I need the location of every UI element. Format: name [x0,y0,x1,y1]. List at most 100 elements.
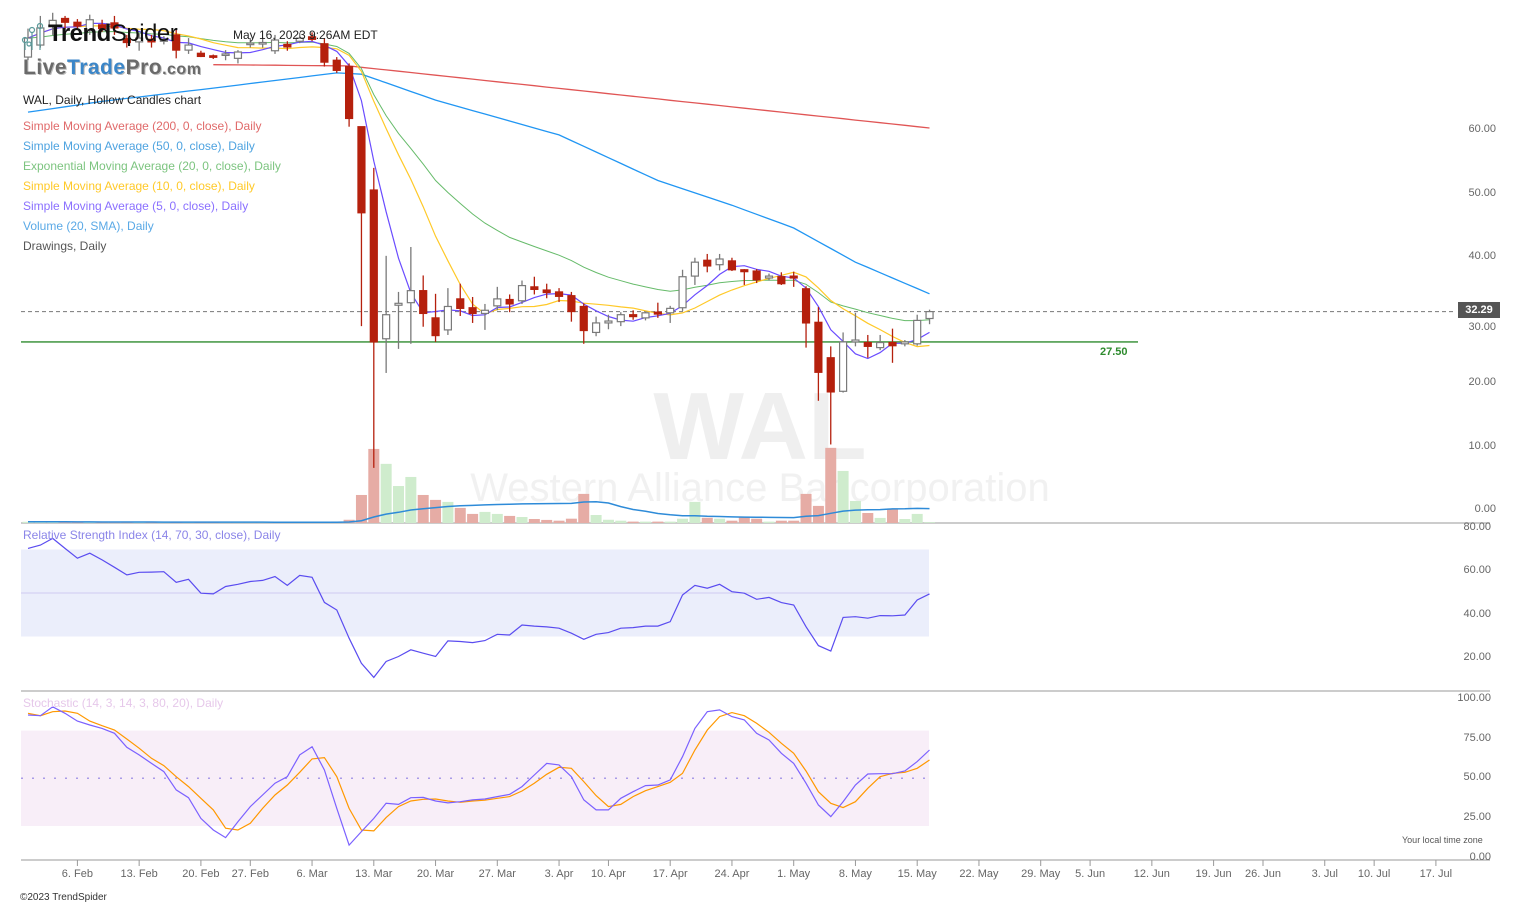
candle-body [357,126,366,214]
trendspider-tree-icon [21,22,44,50]
volume-bar [800,493,812,523]
candle-body [135,37,144,43]
legend-item[interactable]: Volume (20, SMA), Daily [23,219,154,233]
candle-body [110,22,119,29]
volume-bar [590,514,602,523]
x-axis-label: 5. Jun [1075,868,1106,880]
timezone-label[interactable]: Your local time zone [1402,835,1483,845]
candle-body [505,298,514,305]
candle [295,33,304,44]
candle-body [554,291,564,297]
watermark-company: Western Alliance Bancorporation [470,466,1050,510]
candle-body [172,34,181,51]
legend-item[interactable]: Simple Moving Average (200, 0, close), D… [23,119,262,133]
timestamp: May 16, 2023 9:26AM EDT [233,28,378,42]
candle-body [159,38,168,42]
candle-body [789,275,798,279]
candle [258,37,267,48]
rsi-line [27,537,930,679]
volume-bar [714,518,726,523]
volume-bar [553,520,565,523]
legend-item[interactable]: Exponential Moving Average (20, 0, close… [23,159,281,173]
candle [876,334,885,351]
volume-bar [602,519,614,523]
legend-item[interactable]: Drawings, Daily [23,239,107,253]
candle-body [394,302,403,306]
x-axis-label: 8. May [838,868,872,880]
legend-item[interactable]: Simple Moving Average (10, 0, close), Da… [23,179,255,193]
candle-body [382,314,391,340]
x-axis-label: 20. Feb [182,868,220,880]
candle [233,50,243,64]
legend-item[interactable]: Simple Moving Average (5, 0, close), Dai… [23,199,249,213]
candle [85,14,94,35]
candle [567,291,576,322]
x-axis-label: 27. Mar [478,868,516,880]
rsi-axis-label: 80.00 [1463,520,1491,533]
candle [110,15,119,35]
candle [221,50,230,61]
candle [480,303,490,330]
candle-body [456,298,465,309]
candle [591,316,601,337]
stoch-axis-label: 100.00 [1457,691,1491,704]
volume-bar [887,508,898,523]
candle [814,307,823,401]
volume-bar [899,518,911,523]
candle [456,283,465,316]
candle-body [666,307,675,314]
candle [196,50,205,58]
x-axis-label: 22. May [959,868,999,880]
volume-bar [627,521,639,523]
stoch-axis-label: 0.00 [1469,850,1491,863]
candle [740,269,749,285]
x-axis-label: 10. Jul [1357,868,1391,880]
candle [517,280,527,304]
volume-bar [380,463,392,523]
candle-body [209,55,218,58]
x-axis-label: 3. Jul [1311,868,1338,880]
volume-bar [862,512,874,523]
candle-body [184,44,193,51]
volume-bar [405,476,417,523]
price-axis-label: 40.00 [1468,249,1496,262]
candle [900,340,909,347]
x-axis-label: 17. Jul [1419,868,1453,880]
volume-bar [355,494,367,523]
candle-body [517,284,527,302]
candle [715,253,724,271]
stoch-axis-label: 25.00 [1463,811,1491,824]
stoch-k-line [27,706,930,847]
candle-body [147,38,156,43]
candle-body [369,189,378,343]
candle-body [480,309,490,315]
candle [616,312,625,327]
candle-body [493,298,502,307]
candle [320,38,329,67]
candle [332,57,341,73]
volume-bar [849,500,861,523]
x-axis-label: 15. May [897,868,937,880]
x-axis-label: 17. Apr [652,868,688,880]
volume-bar [652,521,664,523]
candle [60,15,70,29]
price-axis-label: 0.00 [1474,503,1496,515]
candle [752,269,761,284]
candle-body [270,39,280,52]
candle [369,167,378,468]
legend-item[interactable]: Simple Moving Average (50, 0, close), Da… [23,139,255,153]
stoch-d-line [27,710,930,832]
logo-trade: Trade [67,56,126,79]
candle [629,310,638,320]
sma50-line [27,72,930,295]
logo-spider: Spider [110,20,178,47]
volume-bar [775,520,787,523]
candle-body [703,259,712,267]
candle [851,312,860,347]
x-axis-label: 10. Apr [591,868,626,880]
candle [357,126,366,327]
candle [666,305,675,323]
volume-bar [442,501,454,523]
candle-body [48,19,57,27]
